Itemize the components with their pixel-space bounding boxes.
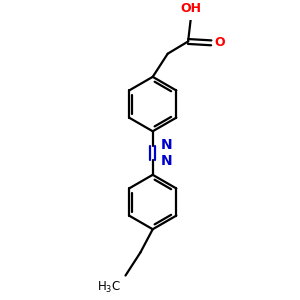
Text: N: N — [160, 138, 172, 152]
Text: N: N — [160, 154, 172, 168]
Text: H$_3$C: H$_3$C — [97, 280, 122, 296]
Text: OH: OH — [180, 2, 201, 15]
Text: O: O — [214, 36, 225, 49]
